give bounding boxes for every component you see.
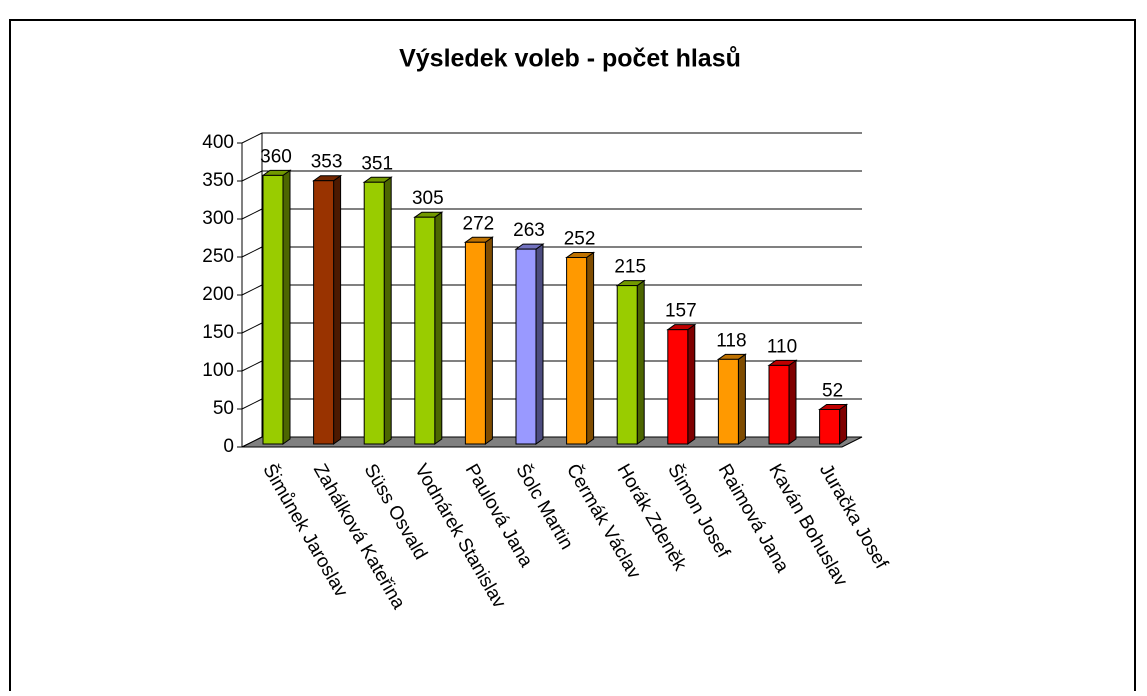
bar bbox=[262, 174, 284, 445]
grid-line bbox=[241, 208, 263, 220]
bar bbox=[616, 285, 638, 445]
y-tick-label: 0 bbox=[223, 436, 234, 457]
value-label: 252 bbox=[564, 228, 596, 249]
y-tick-label: 200 bbox=[202, 284, 234, 305]
y-tick-label: 250 bbox=[202, 246, 234, 267]
bar bbox=[819, 408, 841, 445]
y-tick-label: 150 bbox=[202, 322, 234, 343]
y-tick-label: 350 bbox=[202, 170, 234, 191]
y-tick-label: 400 bbox=[202, 132, 234, 153]
bar-side bbox=[586, 251, 595, 445]
bar bbox=[515, 248, 537, 445]
bar bbox=[717, 358, 739, 445]
grid-line bbox=[241, 322, 263, 334]
grid-line bbox=[241, 246, 263, 258]
bar bbox=[667, 329, 689, 445]
value-label: 272 bbox=[463, 213, 495, 234]
grid-line bbox=[241, 398, 263, 410]
bar-side bbox=[383, 176, 392, 445]
bar-side bbox=[535, 243, 544, 445]
value-label: 360 bbox=[260, 146, 292, 167]
y-tick-label: 300 bbox=[202, 208, 234, 229]
value-label: 118 bbox=[716, 330, 746, 351]
bar-side bbox=[788, 359, 797, 445]
chart-title: Výsledek voleb - počet hlasů bbox=[399, 45, 741, 73]
bar-side bbox=[737, 353, 746, 445]
bar bbox=[313, 180, 335, 445]
bar-side bbox=[839, 403, 848, 445]
grid-line bbox=[241, 170, 263, 182]
value-label: 305 bbox=[412, 188, 444, 209]
value-label: 215 bbox=[614, 257, 646, 278]
bar-side bbox=[282, 169, 291, 445]
bar bbox=[414, 216, 436, 445]
y-tick-label: 50 bbox=[213, 398, 234, 419]
grid-line bbox=[241, 284, 263, 296]
value-label: 263 bbox=[513, 220, 545, 241]
grid-line bbox=[241, 436, 263, 448]
value-label: 351 bbox=[361, 153, 393, 174]
bar bbox=[566, 256, 588, 445]
value-label: 157 bbox=[665, 301, 697, 322]
bar-side bbox=[636, 279, 645, 445]
value-label: 353 bbox=[311, 152, 343, 173]
bar-side bbox=[434, 211, 443, 445]
value-label: 52 bbox=[822, 380, 843, 401]
bar bbox=[363, 181, 385, 445]
y-tick-label: 100 bbox=[202, 360, 234, 381]
bar-side bbox=[333, 174, 342, 445]
bar bbox=[768, 364, 790, 445]
bar bbox=[464, 241, 486, 445]
value-label: 110 bbox=[767, 336, 797, 357]
grid-line bbox=[241, 360, 263, 372]
bar-side bbox=[687, 323, 696, 445]
bar-side bbox=[484, 236, 493, 445]
grid-line bbox=[241, 132, 263, 144]
